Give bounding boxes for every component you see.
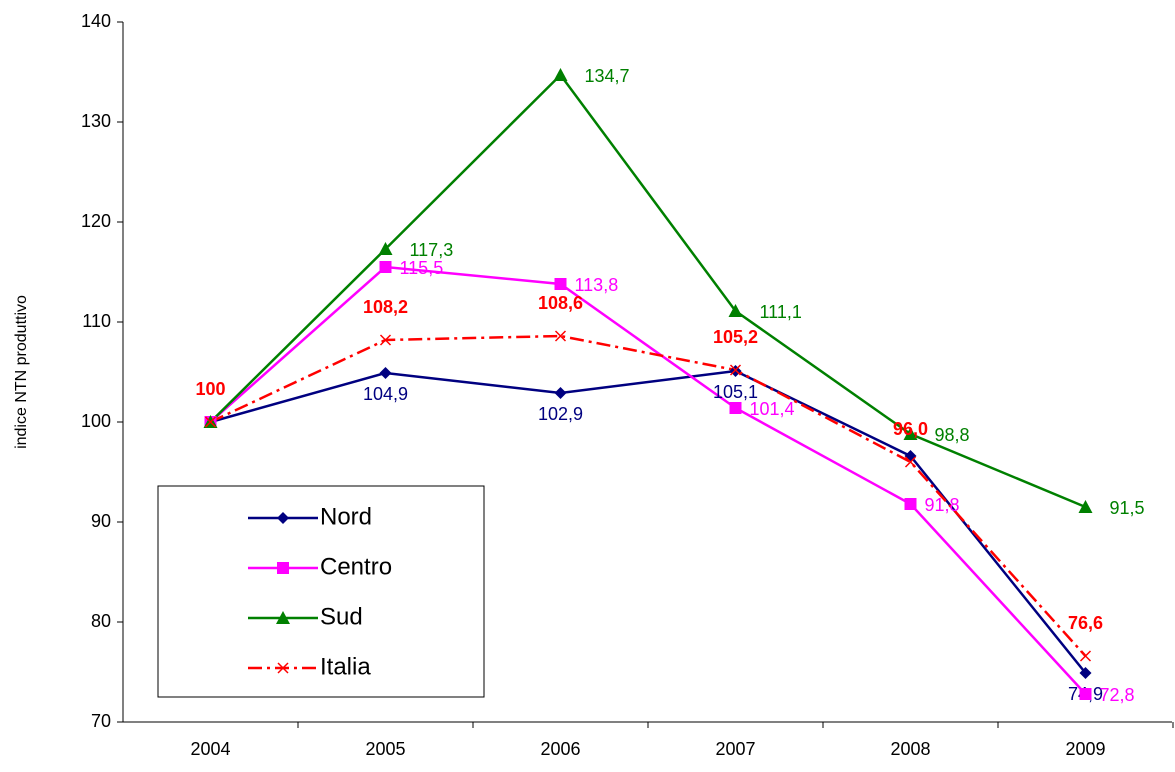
x-tick-label: 2008 — [890, 739, 930, 759]
data-label: 134,7 — [585, 66, 630, 86]
y-tick-label: 140 — [81, 11, 111, 31]
x-tick-label: 2004 — [190, 739, 230, 759]
data-label: 115,5 — [400, 258, 444, 278]
marker — [554, 330, 567, 342]
y-tick-label: 90 — [91, 511, 111, 531]
data-label: 111,1 — [760, 302, 802, 322]
data-label: 113,8 — [575, 275, 619, 295]
legend-label: Italia — [320, 653, 371, 680]
data-label: 117,3 — [410, 240, 454, 260]
marker — [1079, 667, 1092, 679]
marker — [1078, 500, 1093, 513]
series-line — [209, 265, 1087, 695]
marker — [729, 364, 742, 376]
data-label: 105,1 — [713, 382, 758, 402]
y-tick-label: 110 — [82, 311, 111, 331]
data-label: 72,8 — [1100, 685, 1135, 705]
data-label: 105,2 — [713, 327, 758, 347]
marker — [1079, 650, 1092, 662]
marker — [379, 367, 392, 379]
y-tick-label: 80 — [91, 611, 111, 631]
data-label: 91,8 — [925, 495, 960, 515]
legend-label: Centro — [320, 553, 392, 580]
data-label: 100 — [195, 379, 225, 399]
legend-label: Sud — [320, 603, 363, 630]
marker — [903, 427, 918, 440]
data-label: 76,6 — [1068, 613, 1103, 633]
series-line — [209, 73, 1086, 509]
data-label: 96,0 — [893, 419, 928, 439]
marker — [277, 562, 289, 574]
marker — [277, 512, 289, 524]
marker — [276, 611, 290, 624]
marker — [554, 387, 567, 399]
marker — [728, 304, 743, 317]
data-label: 98,8 — [935, 425, 970, 445]
x-tick-label: 2006 — [540, 739, 580, 759]
data-label: 91,5 — [1110, 498, 1145, 518]
marker — [1079, 688, 1092, 700]
x-tick-label: 2007 — [715, 739, 755, 759]
series-line — [210, 369, 1087, 674]
marker — [379, 334, 392, 346]
marker — [277, 662, 289, 674]
marker — [204, 416, 217, 428]
y-tick-label: 130 — [81, 111, 111, 131]
marker — [904, 456, 917, 468]
series-line — [209, 334, 1087, 657]
y-tick-label: 70 — [91, 711, 111, 731]
marker — [378, 242, 393, 255]
y-axis-label: indice NTN produttivo — [13, 295, 30, 449]
data-label: 102,9 — [538, 404, 583, 424]
marker — [379, 261, 392, 273]
marker — [729, 402, 742, 414]
legend-box — [157, 485, 485, 698]
y-tick-label: 100 — [81, 411, 111, 431]
data-label: 101,4 — [750, 399, 795, 419]
x-tick-label: 2009 — [1065, 739, 1105, 759]
legend-label: Nord — [320, 503, 372, 530]
marker — [904, 498, 917, 510]
data-label: 108,2 — [363, 297, 408, 317]
data-label: 104,9 — [363, 384, 408, 404]
data-label: 108,6 — [538, 293, 583, 313]
marker — [553, 68, 568, 81]
marker — [554, 278, 567, 290]
x-tick-label: 2005 — [365, 739, 405, 759]
y-tick-label: 120 — [81, 211, 111, 231]
legend: Nord Centro Sud Italia — [157, 485, 485, 698]
